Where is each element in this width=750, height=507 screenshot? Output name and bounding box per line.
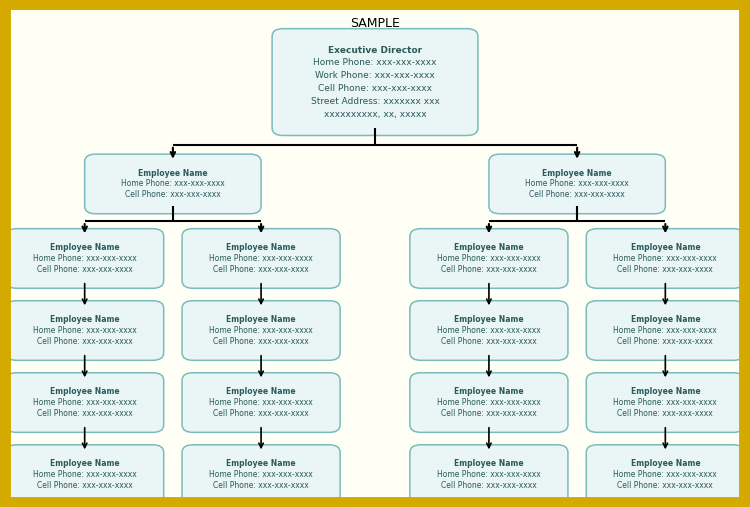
- Text: Executive Director: Executive Director: [328, 46, 422, 55]
- Text: xxxxxxxxxx, xx, xxxxx: xxxxxxxxxx, xx, xxxxx: [324, 110, 426, 119]
- Text: Home Phone: xxx-xxx-xxxx: Home Phone: xxx-xxx-xxxx: [437, 326, 541, 335]
- Text: Cell Phone: xxx-xxx-xxxx: Cell Phone: xxx-xxx-xxxx: [441, 481, 537, 490]
- FancyBboxPatch shape: [85, 154, 261, 214]
- FancyBboxPatch shape: [272, 29, 478, 135]
- Text: Employee Name: Employee Name: [50, 243, 119, 252]
- Text: Home Phone: xxx-xxx-xxxx: Home Phone: xxx-xxx-xxxx: [437, 398, 541, 407]
- Text: Street Address: xxxxxxx xxx: Street Address: xxxxxxx xxx: [310, 97, 440, 106]
- Text: Home Phone: xxx-xxx-xxxx: Home Phone: xxx-xxx-xxxx: [614, 326, 717, 335]
- FancyBboxPatch shape: [410, 445, 568, 504]
- Text: Work Phone: xxx-xxx-xxxx: Work Phone: xxx-xxx-xxxx: [315, 71, 435, 80]
- Text: Employee Name: Employee Name: [138, 169, 208, 177]
- Text: Cell Phone: xxx-xxx-xxxx: Cell Phone: xxx-xxx-xxxx: [441, 265, 537, 274]
- Text: Cell Phone: xxx-xxx-xxxx: Cell Phone: xxx-xxx-xxxx: [213, 409, 309, 418]
- FancyBboxPatch shape: [410, 229, 568, 288]
- FancyBboxPatch shape: [6, 301, 164, 360]
- FancyBboxPatch shape: [489, 154, 665, 214]
- Text: Home Phone: xxx-xxx-xxxx: Home Phone: xxx-xxx-xxxx: [314, 58, 436, 67]
- Text: Home Phone: xxx-xxx-xxxx: Home Phone: xxx-xxx-xxxx: [209, 398, 313, 407]
- Text: Employee Name: Employee Name: [454, 315, 524, 324]
- Text: Home Phone: xxx-xxx-xxxx: Home Phone: xxx-xxx-xxxx: [437, 254, 541, 263]
- Text: Cell Phone: xxx-xxx-xxxx: Cell Phone: xxx-xxx-xxxx: [617, 265, 713, 274]
- Text: Cell Phone: xxx-xxx-xxxx: Cell Phone: xxx-xxx-xxxx: [441, 409, 537, 418]
- Text: Employee Name: Employee Name: [454, 387, 524, 396]
- FancyBboxPatch shape: [410, 373, 568, 432]
- FancyBboxPatch shape: [182, 229, 340, 288]
- Text: Home Phone: xxx-xxx-xxxx: Home Phone: xxx-xxx-xxxx: [33, 254, 136, 263]
- Text: Employee Name: Employee Name: [542, 169, 612, 177]
- Text: Cell Phone: xxx-xxx-xxxx: Cell Phone: xxx-xxx-xxxx: [213, 481, 309, 490]
- Text: Home Phone: xxx-xxx-xxxx: Home Phone: xxx-xxx-xxxx: [614, 398, 717, 407]
- FancyBboxPatch shape: [410, 301, 568, 360]
- Text: Home Phone: xxx-xxx-xxxx: Home Phone: xxx-xxx-xxxx: [33, 398, 136, 407]
- Text: Cell Phone: xxx-xxx-xxxx: Cell Phone: xxx-xxx-xxxx: [37, 337, 133, 346]
- Text: Home Phone: xxx-xxx-xxxx: Home Phone: xxx-xxx-xxxx: [614, 470, 717, 479]
- Text: Home Phone: xxx-xxx-xxxx: Home Phone: xxx-xxx-xxxx: [525, 179, 629, 189]
- Text: Cell Phone: xxx-xxx-xxxx: Cell Phone: xxx-xxx-xxxx: [617, 481, 713, 490]
- Text: Employee Name: Employee Name: [226, 243, 296, 252]
- Text: Employee Name: Employee Name: [226, 459, 296, 468]
- Text: Cell Phone: xxx-xxx-xxxx: Cell Phone: xxx-xxx-xxxx: [617, 409, 713, 418]
- Text: Employee Name: Employee Name: [631, 459, 700, 468]
- Text: Employee Name: Employee Name: [631, 243, 700, 252]
- FancyBboxPatch shape: [6, 229, 164, 288]
- FancyBboxPatch shape: [182, 373, 340, 432]
- Text: Cell Phone: xxx-xxx-xxxx: Cell Phone: xxx-xxx-xxxx: [213, 265, 309, 274]
- Text: Employee Name: Employee Name: [631, 315, 700, 324]
- Text: Home Phone: xxx-xxx-xxxx: Home Phone: xxx-xxx-xxxx: [209, 254, 313, 263]
- Text: Cell Phone: xxx-xxx-xxxx: Cell Phone: xxx-xxx-xxxx: [318, 84, 432, 93]
- Text: Employee Name: Employee Name: [50, 459, 119, 468]
- Text: Employee Name: Employee Name: [454, 459, 524, 468]
- Text: Home Phone: xxx-xxx-xxxx: Home Phone: xxx-xxx-xxxx: [121, 179, 225, 189]
- FancyBboxPatch shape: [182, 301, 340, 360]
- FancyBboxPatch shape: [182, 445, 340, 504]
- Text: Home Phone: xxx-xxx-xxxx: Home Phone: xxx-xxx-xxxx: [33, 326, 136, 335]
- Text: Employee Name: Employee Name: [226, 387, 296, 396]
- Text: Employee Name: Employee Name: [226, 315, 296, 324]
- Text: Employee Name: Employee Name: [50, 315, 119, 324]
- Text: Cell Phone: xxx-xxx-xxxx: Cell Phone: xxx-xxx-xxxx: [37, 409, 133, 418]
- Text: Employee Name: Employee Name: [454, 243, 524, 252]
- Text: SAMPLE: SAMPLE: [350, 17, 400, 30]
- Text: Home Phone: xxx-xxx-xxxx: Home Phone: xxx-xxx-xxxx: [614, 254, 717, 263]
- Text: Home Phone: xxx-xxx-xxxx: Home Phone: xxx-xxx-xxxx: [33, 470, 136, 479]
- FancyBboxPatch shape: [586, 445, 744, 504]
- FancyBboxPatch shape: [586, 301, 744, 360]
- Text: Employee Name: Employee Name: [631, 387, 700, 396]
- Text: Cell Phone: xxx-xxx-xxxx: Cell Phone: xxx-xxx-xxxx: [37, 265, 133, 274]
- Text: Employee Name: Employee Name: [50, 387, 119, 396]
- Text: Cell Phone: xxx-xxx-xxxx: Cell Phone: xxx-xxx-xxxx: [125, 190, 220, 199]
- Text: Cell Phone: xxx-xxx-xxxx: Cell Phone: xxx-xxx-xxxx: [37, 481, 133, 490]
- Text: Cell Phone: xxx-xxx-xxxx: Cell Phone: xxx-xxx-xxxx: [530, 190, 625, 199]
- FancyBboxPatch shape: [586, 373, 744, 432]
- Text: Cell Phone: xxx-xxx-xxxx: Cell Phone: xxx-xxx-xxxx: [441, 337, 537, 346]
- Text: Cell Phone: xxx-xxx-xxxx: Cell Phone: xxx-xxx-xxxx: [617, 337, 713, 346]
- FancyBboxPatch shape: [6, 373, 164, 432]
- Text: Home Phone: xxx-xxx-xxxx: Home Phone: xxx-xxx-xxxx: [209, 470, 313, 479]
- Text: Home Phone: xxx-xxx-xxxx: Home Phone: xxx-xxx-xxxx: [437, 470, 541, 479]
- Text: Home Phone: xxx-xxx-xxxx: Home Phone: xxx-xxx-xxxx: [209, 326, 313, 335]
- Text: Cell Phone: xxx-xxx-xxxx: Cell Phone: xxx-xxx-xxxx: [213, 337, 309, 346]
- FancyBboxPatch shape: [586, 229, 744, 288]
- FancyBboxPatch shape: [6, 445, 164, 504]
